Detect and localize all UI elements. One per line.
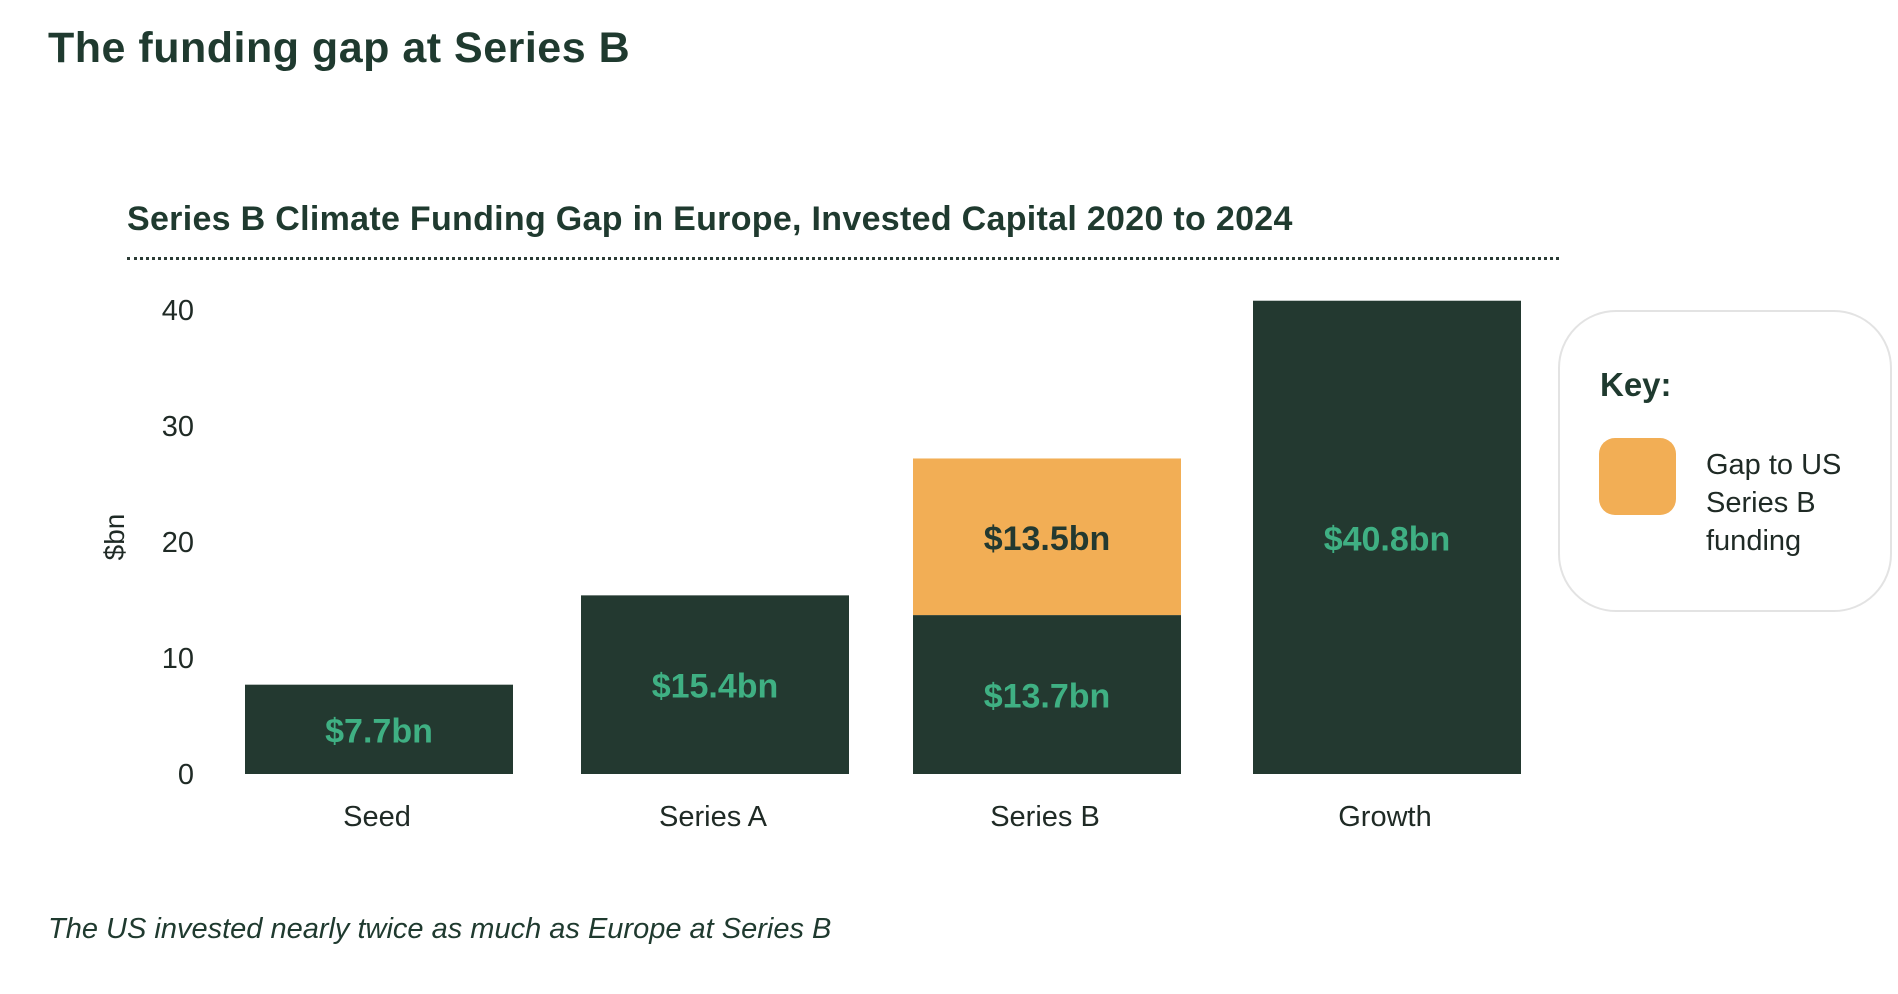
gap-value-label: $13.5bn xyxy=(984,520,1111,558)
bar-series-a xyxy=(581,595,849,774)
bar-series-b xyxy=(913,615,1181,774)
y-axis-label: $bn xyxy=(99,514,130,561)
y-tick-label: 10 xyxy=(162,643,194,675)
y-tick-label: 30 xyxy=(162,411,194,443)
bar-value-label: $15.4bn xyxy=(652,668,779,706)
footnote: The US invested nearly twice as much as … xyxy=(48,913,832,945)
x-category-label: Series A xyxy=(659,801,768,833)
x-category-label: Growth xyxy=(1338,801,1431,833)
title-divider xyxy=(127,257,1559,260)
y-tick-label: 0 xyxy=(178,759,194,791)
bar-seed xyxy=(245,684,513,774)
y-tick-label: 40 xyxy=(162,295,194,327)
bar-gap-series-b xyxy=(913,458,1181,616)
x-category-label: Series B xyxy=(990,801,1100,833)
legend-label-gap: Gap to US Series B funding xyxy=(1706,449,1842,557)
bar-value-label: $13.7bn xyxy=(984,678,1111,716)
chart-title: Series B Climate Funding Gap in Europe, … xyxy=(127,200,1293,238)
x-category-label: Seed xyxy=(343,801,411,833)
page-title: The funding gap at Series B xyxy=(48,24,631,72)
legend-swatch-gap xyxy=(1599,438,1676,515)
bar-growth xyxy=(1253,300,1521,774)
legend-title: Key: xyxy=(1600,366,1672,403)
legend-key: Key: Gap to US Series B funding xyxy=(1558,310,1892,612)
y-tick-label: 20 xyxy=(162,527,194,559)
bar-value-label: $40.8bn xyxy=(1324,520,1451,558)
bar-value-label: $7.7bn xyxy=(325,712,433,750)
